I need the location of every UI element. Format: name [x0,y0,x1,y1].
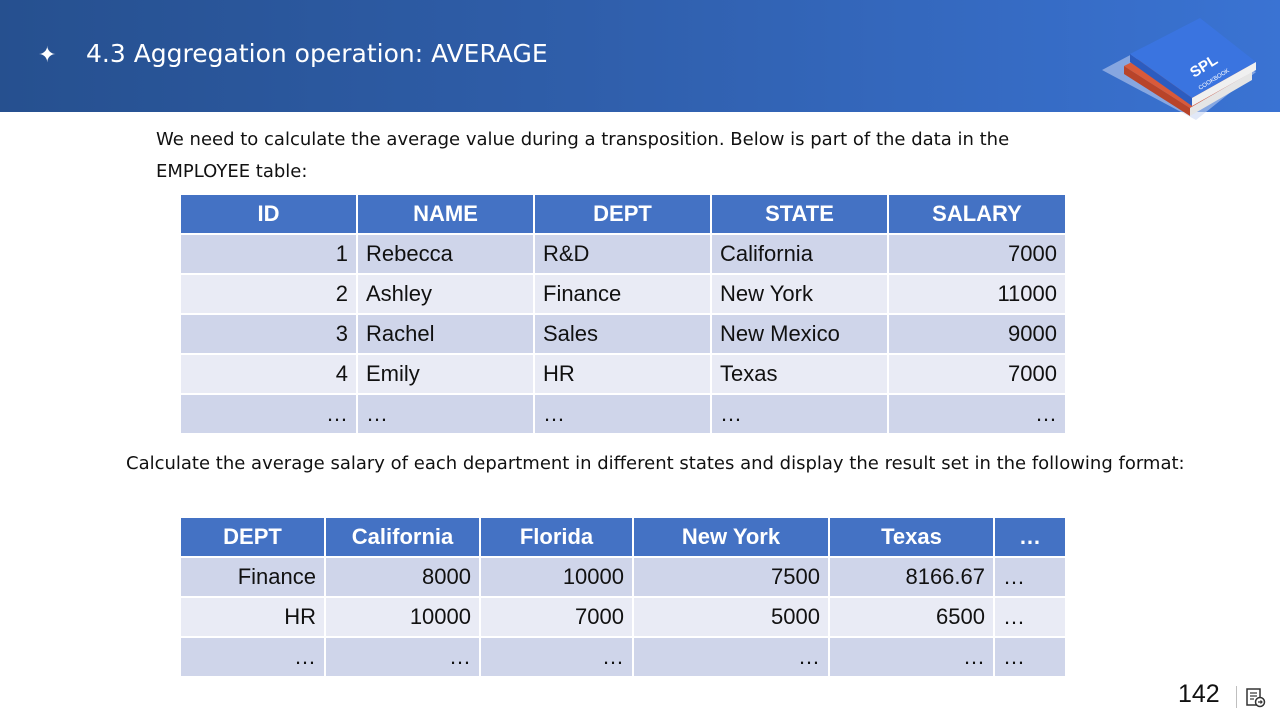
column-header-name: NAME [356,193,535,235]
notes-icon[interactable] [1244,686,1266,708]
cell-salary: 11000 [887,273,1067,315]
cell-state: California [710,233,889,275]
cell-salary: 7000 [887,353,1067,395]
cell-name: … [356,393,535,435]
cell-texas: … [828,636,995,678]
cell-dept: … [533,393,712,435]
table-row: … … … … … … [179,636,1067,678]
column-header-new-york: New York [632,516,830,558]
cell-id: 3 [179,313,358,355]
cell-dept: … [179,636,326,678]
cell-name: Rebecca [356,233,535,275]
page-number: 142 [1178,680,1220,708]
cell-id: 4 [179,353,358,395]
cell-dept: HR [179,596,326,638]
cell-florida: 10000 [479,556,634,598]
cell-texas: 6500 [828,596,995,638]
cell-more: … [993,556,1067,598]
table-row: 4 Emily HR Texas 7000 [179,353,1067,395]
cell-california: 8000 [324,556,481,598]
cell-name: Ashley [356,273,535,315]
column-header-dept: DEPT [179,516,326,558]
table-row: HR 10000 7000 5000 6500 … [179,596,1067,638]
column-header-dept: DEPT [533,193,712,235]
result-table-header-row: DEPT California Florida New York Texas … [179,516,1067,558]
cell-texas: 8166.67 [828,556,995,598]
cell-dept: Finance [533,273,712,315]
cell-california: … [324,636,481,678]
slide-header: ✦ 4.3 Aggregation operation: AVERAGE [0,0,1280,112]
table-row: 2 Ashley Finance New York 11000 [179,273,1067,315]
spl-cookbook-logo: SPL COOKBOOK [1102,18,1256,120]
employee-table: ID NAME DEPT STATE SALARY 1 Rebecca R&D … [179,193,1067,435]
column-header-id: ID [179,193,358,235]
cell-salary: … [887,393,1067,435]
table-row: 3 Rachel Sales New Mexico 9000 [179,313,1067,355]
cell-dept: HR [533,353,712,395]
task-description: Calculate the average salary of each dep… [126,453,1185,474]
table-row: 1 Rebecca R&D California 7000 [179,233,1067,275]
cell-dept: R&D [533,233,712,275]
table-row: … … … … … [179,393,1067,435]
cell-id: 1 [179,233,358,275]
table-row: Finance 8000 10000 7500 8166.67 … [179,556,1067,598]
employee-table-header-row: ID NAME DEPT STATE SALARY [179,193,1067,235]
column-header-texas: Texas [828,516,995,558]
page-divider [1236,686,1237,708]
result-table: DEPT California Florida New York Texas …… [179,516,1067,678]
column-header-more: … [993,516,1067,558]
cell-state: New York [710,273,889,315]
cell-salary: 7000 [887,233,1067,275]
cell-new-york: … [632,636,830,678]
cell-id: … [179,393,358,435]
intro-text: We need to calculate the average value d… [156,129,1010,182]
cell-florida: 7000 [479,596,634,638]
cell-california: 10000 [324,596,481,638]
cell-salary: 9000 [887,313,1067,355]
column-header-california: California [324,516,481,558]
cell-state: New Mexico [710,313,889,355]
cell-name: Emily [356,353,535,395]
sparkle-bullet-icon: ✦ [38,43,57,68]
cell-dept: Sales [533,313,712,355]
cell-more: … [993,636,1067,678]
cell-state: Texas [710,353,889,395]
cell-new-york: 5000 [632,596,830,638]
slide-title: 4.3 Aggregation operation: AVERAGE [86,39,548,68]
cell-state: … [710,393,889,435]
cell-id: 2 [179,273,358,315]
cell-more: … [993,596,1067,638]
cell-florida: … [479,636,634,678]
column-header-salary: SALARY [887,193,1067,235]
column-header-state: STATE [710,193,889,235]
cell-new-york: 7500 [632,556,830,598]
cell-dept: Finance [179,556,326,598]
cell-name: Rachel [356,313,535,355]
column-header-florida: Florida [479,516,634,558]
